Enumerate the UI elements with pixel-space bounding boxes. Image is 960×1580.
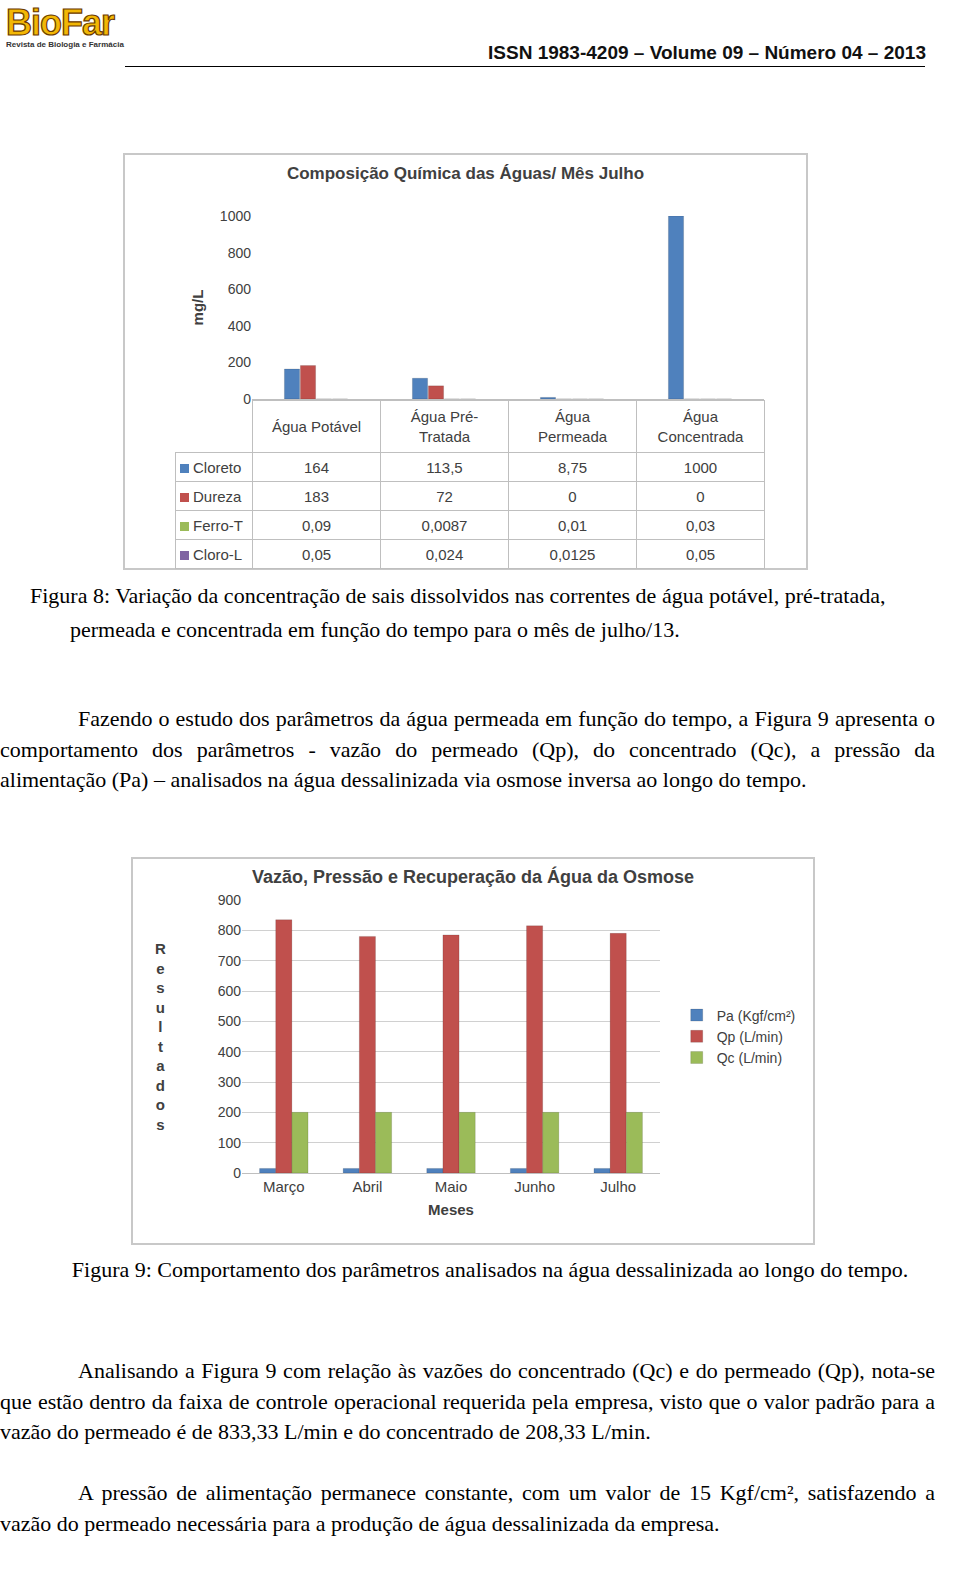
html-text:0,024: 0,024 bbox=[425, 545, 464, 563]
svg-text:Junho: Junho bbox=[514, 1178, 555, 1195]
svg-text:Pa (Kgf/cm²): Pa (Kgf/cm²) bbox=[717, 1008, 796, 1024]
svg-text:Março: Março bbox=[263, 1178, 305, 1195]
html-text:164: 164 bbox=[304, 458, 329, 476]
html-text:Água Concentrada: Água Concentrada bbox=[657, 407, 744, 445]
svg-text:400: 400 bbox=[218, 1044, 242, 1060]
svg-text:Meses: Meses bbox=[428, 1201, 474, 1218]
html-text:0: 0 bbox=[568, 487, 577, 505]
svg-text:200: 200 bbox=[228, 354, 252, 370]
svg-text:1000: 1000 bbox=[220, 208, 251, 224]
html-text:ISSN 1983-4209 – Volume 09 – N: ISSN 1983-4209 – Volume 09 – Número 04 –… bbox=[488, 42, 926, 63]
html-text:72: 72 bbox=[436, 487, 453, 505]
svg-text:600: 600 bbox=[228, 281, 252, 297]
html-text:0,0087: 0,0087 bbox=[421, 516, 468, 534]
svg-text:Abril: Abril bbox=[352, 1178, 382, 1195]
svg-text:200: 200 bbox=[218, 1104, 242, 1120]
svg-text:600: 600 bbox=[218, 983, 242, 999]
svg-text:400: 400 bbox=[228, 318, 252, 334]
html-text:Água Potável: Água Potável bbox=[271, 417, 362, 435]
html-text:0,01: 0,01 bbox=[557, 516, 588, 534]
svg-text:mg/L: mg/L bbox=[189, 290, 206, 326]
svg-text:Qp (L/min): Qp (L/min) bbox=[717, 1029, 783, 1045]
svg-text:0: 0 bbox=[243, 391, 251, 407]
svg-text:Vazão, Pressão e Recuperação d: Vazão, Pressão e Recuperação da Água da … bbox=[252, 866, 694, 887]
html-text:Cloreto: Cloreto bbox=[193, 458, 242, 476]
html-text:0,09: 0,09 bbox=[301, 516, 332, 534]
html-text:0,0125: 0,0125 bbox=[549, 545, 596, 563]
html-text:BioFar: BioFar bbox=[6, 2, 114, 43]
html-text:Analisando a Figura 9 com rela: Analisando a Figura 9 com relação às vaz… bbox=[0, 1358, 935, 1444]
html-text:Figura 8: Variação da concentr: Figura 8: Variação da concentração de sa… bbox=[30, 583, 886, 642]
svg-text:Julho: Julho bbox=[600, 1178, 636, 1195]
html-text:A pressão de alimentação perma: A pressão de alimentação permanece const… bbox=[0, 1480, 935, 1536]
html-text:8,75: 8,75 bbox=[557, 458, 588, 476]
svg-text:100: 100 bbox=[218, 1135, 242, 1151]
html-text:Dureza: Dureza bbox=[193, 487, 242, 505]
html-text:Figura 9: Comportamento dos pa: Figura 9: Comportamento dos parâmetros a… bbox=[71, 1257, 909, 1282]
html-text:Ferro-T: Ferro-T bbox=[193, 516, 243, 534]
svg-text:0: 0 bbox=[233, 1165, 241, 1181]
html-text:0,05: 0,05 bbox=[301, 545, 332, 563]
svg-text:800: 800 bbox=[218, 922, 242, 938]
svg-text:Maio: Maio bbox=[435, 1178, 468, 1195]
svg-text:500: 500 bbox=[218, 1013, 242, 1029]
html-text:183: 183 bbox=[304, 487, 329, 505]
html-text:Revista de Biologia e Farmácia: Revista de Biologia e Farmácia bbox=[6, 40, 124, 49]
html-text:113,5: 113,5 bbox=[426, 458, 463, 476]
html-text:1000: 1000 bbox=[683, 458, 718, 476]
svg-text:700: 700 bbox=[218, 953, 242, 969]
html-text:Cloro-L: Cloro-L bbox=[193, 545, 243, 563]
svg-text:800: 800 bbox=[228, 245, 252, 261]
html-text:Água Pré-Tratada: Água Pré-Tratada bbox=[410, 407, 479, 445]
html-text:0: 0 bbox=[696, 487, 705, 505]
html-text:0,05: 0,05 bbox=[685, 545, 716, 563]
svg-text:Qc (L/min): Qc (L/min) bbox=[717, 1050, 782, 1066]
html-text:Água Permeada: Água Permeada bbox=[537, 407, 608, 445]
html-text:0,03: 0,03 bbox=[685, 516, 716, 534]
svg-text:300: 300 bbox=[218, 1074, 242, 1090]
html-text:Fazendo o estudo dos parâmetro: Fazendo o estudo dos parâmetros da água … bbox=[0, 706, 935, 792]
svg-text:Composição Química das Águas/: Composição Química das Águas/ Mês Julho bbox=[287, 164, 644, 183]
svg-text:900: 900 bbox=[218, 892, 242, 908]
svg-text:Resultados: Resultados bbox=[155, 940, 166, 1133]
